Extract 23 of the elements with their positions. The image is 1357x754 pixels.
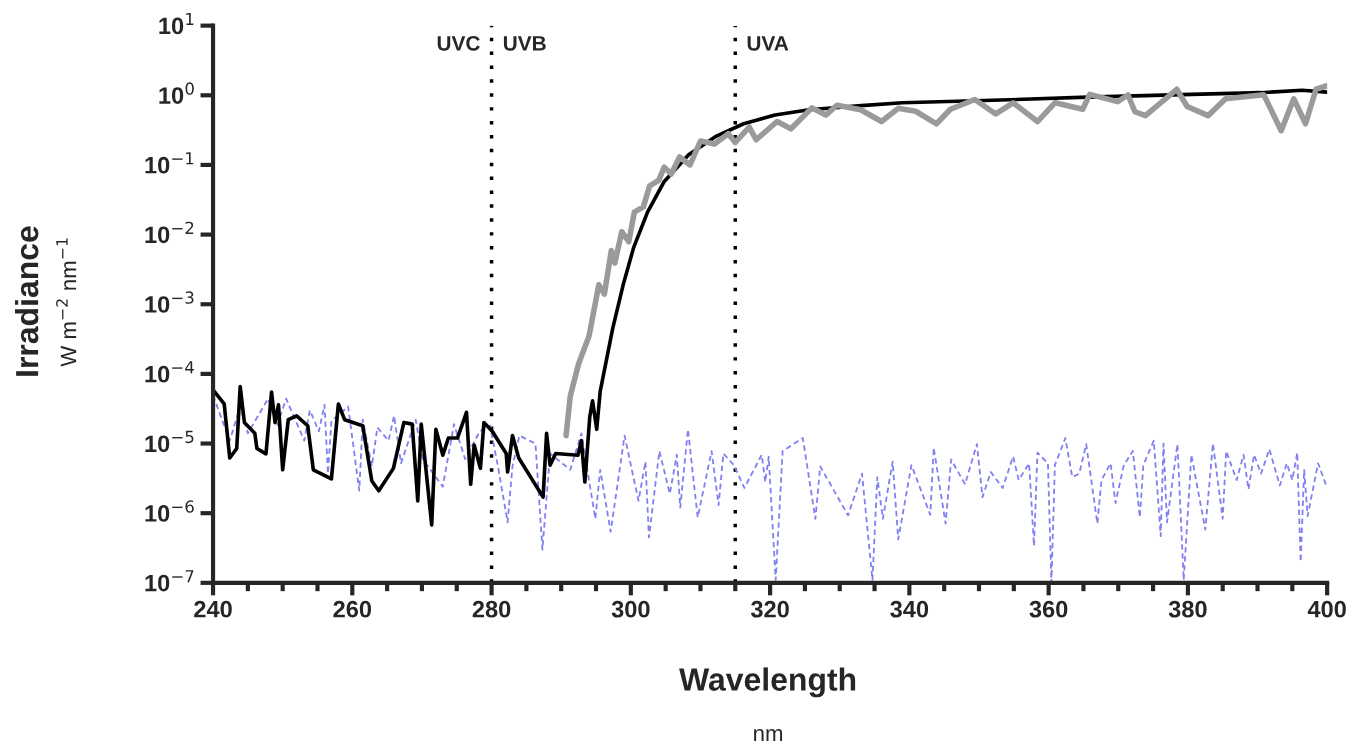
y-tick-label: 10$^{1}$ [159,12,194,35]
x-tick-label: 300 [611,600,650,618]
x-tick-label: 260 [333,600,372,618]
annotation: UVC [437,35,480,51]
y-tick-label: 10$^{−1}$ [145,152,194,174]
y-tick-label: 10$^{−6}$ [145,500,194,522]
y-axis-title: Irradiance W m$^{−2}$ nm$^{−1}$ [14,226,77,376]
x-tick-label: 400 [1307,600,1346,618]
y-tick-label: 10$^{−5}$ [145,430,194,453]
ref-line-label: UVB [503,36,546,51]
x-tick-label: 380 [1168,600,1207,618]
x-tick-label: 280 [472,600,511,618]
y-tick-label: 10$^{−2}$ [145,221,194,244]
y-tick-label: 10$^{−7}$ [145,570,194,592]
x-tick-label: 240 [194,600,232,618]
x-axis-title: Wavelength nm [679,667,856,741]
ref-line-label: UVA [747,36,789,51]
x-tick-label: 320 [750,600,789,618]
y-tick-label: 10$^{−3}$ [145,291,194,313]
x-tick-label: 340 [890,600,929,618]
x-tick-label: 360 [1029,600,1068,618]
y-tick-label: 10$^{−4}$ [145,361,194,383]
y-tick-label: 10$^{0}$ [159,82,194,104]
